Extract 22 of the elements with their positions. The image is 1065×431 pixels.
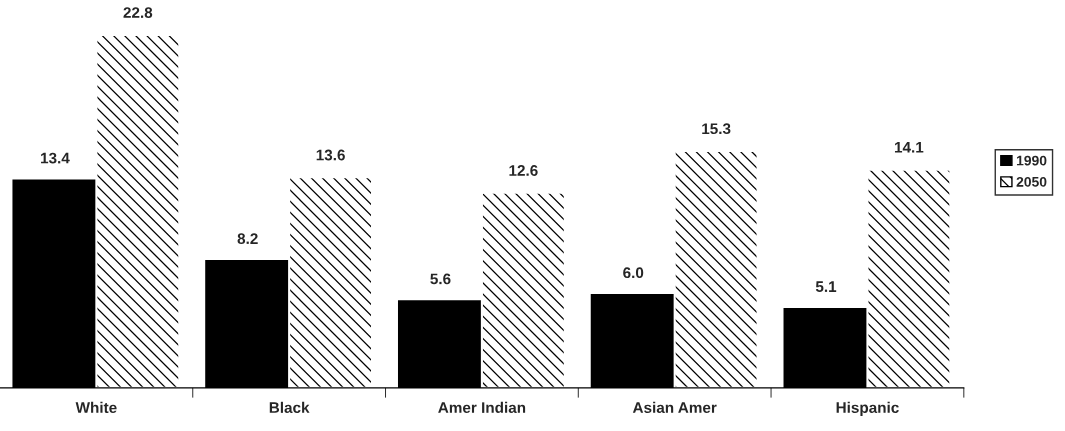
data-label: 5.6 bbox=[430, 273, 451, 285]
bar bbox=[673, 149, 759, 388]
data-label: 13.4 bbox=[41, 152, 70, 164]
bar bbox=[480, 191, 566, 388]
x-tick-label: Asian Amer bbox=[632, 401, 717, 414]
data-label: 13.6 bbox=[316, 149, 345, 161]
data-label: 22.8 bbox=[123, 7, 153, 18]
data-label: 8.2 bbox=[237, 233, 258, 245]
bar bbox=[95, 33, 181, 388]
bar bbox=[866, 168, 952, 388]
bar bbox=[288, 176, 374, 388]
legend-label: 2050 bbox=[1016, 176, 1047, 187]
x-tick-label: Amer Indian bbox=[438, 401, 526, 414]
x-tick-label: White bbox=[75, 401, 117, 414]
data-label: 14.1 bbox=[894, 142, 924, 153]
data-label: 6.0 bbox=[623, 267, 644, 279]
legend-label: 1990 bbox=[1016, 155, 1047, 166]
data-label: 5.1 bbox=[815, 281, 837, 293]
x-tick-label: Hispanic bbox=[836, 401, 899, 417]
data-label: 12.6 bbox=[509, 165, 538, 176]
data-label: 15.3 bbox=[702, 123, 731, 135]
x-tick-label: Black bbox=[269, 401, 310, 414]
